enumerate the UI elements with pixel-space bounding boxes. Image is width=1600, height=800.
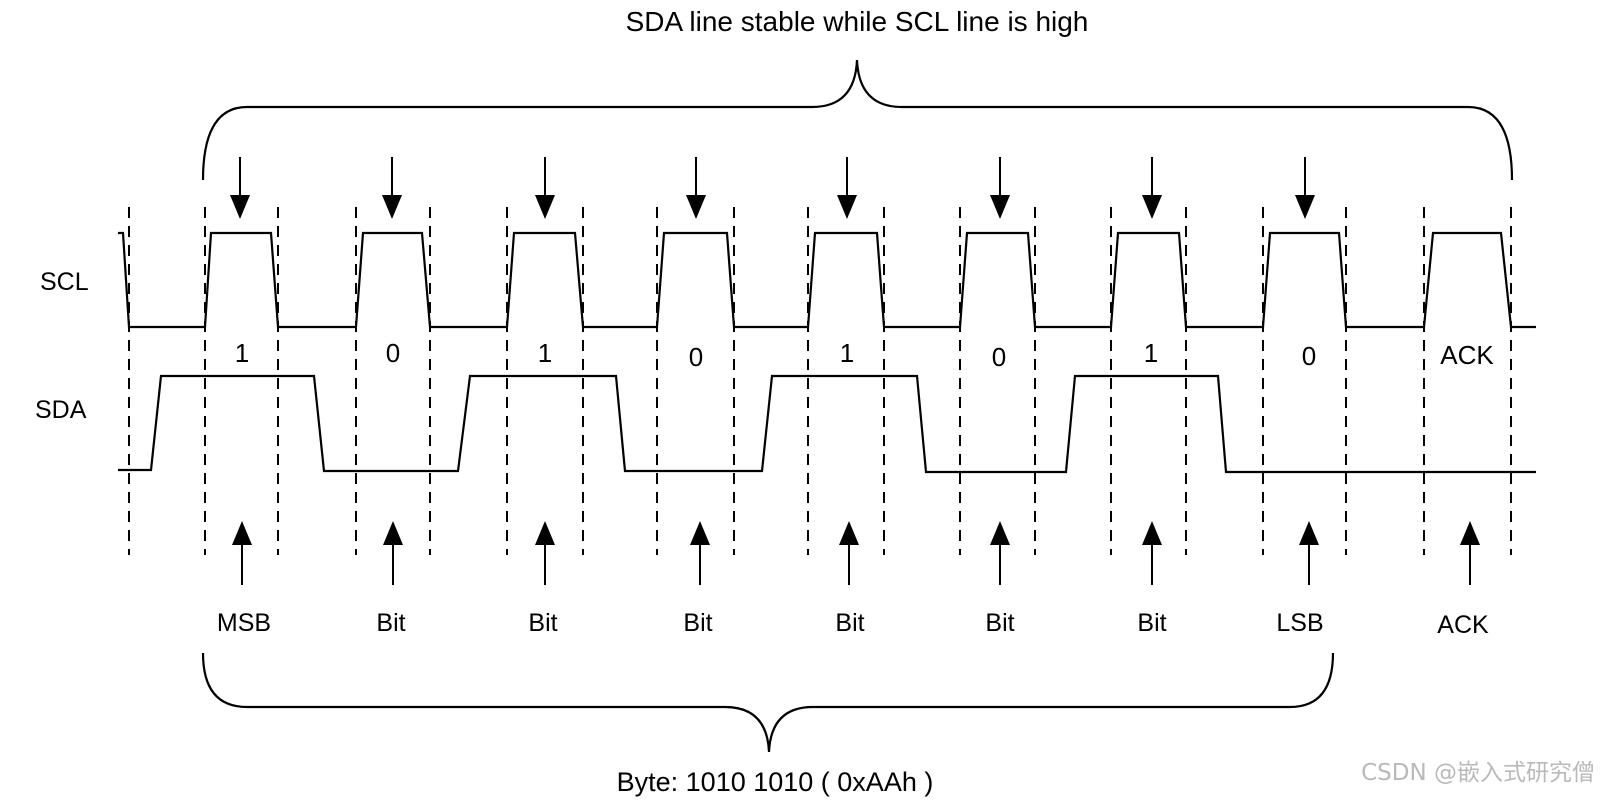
up-arrow	[383, 521, 403, 585]
sda-label: SDA	[35, 396, 87, 424]
up-arrow	[1299, 521, 1319, 585]
arrow-head	[839, 521, 859, 545]
down-arrow	[382, 157, 402, 219]
bit-value: 1	[235, 338, 249, 368]
msb-label: MSB	[217, 609, 271, 637]
down-arrow	[230, 157, 250, 219]
arrow-head	[837, 195, 857, 219]
bit-label: Bit	[528, 609, 557, 637]
arrow-head	[686, 195, 706, 219]
bit-value: 0	[1302, 341, 1316, 371]
bit-label: Bit	[683, 609, 712, 637]
bit-value: 0	[689, 342, 703, 372]
arrow-head	[990, 195, 1010, 219]
bit-label: Bit	[376, 609, 405, 637]
arrow-head	[383, 521, 403, 545]
arrow-head	[1142, 195, 1162, 219]
arrow-head	[1460, 521, 1480, 545]
byte-caption: Byte: 1010 1010 ( 0xAAh )	[617, 767, 934, 797]
bit-names: MSB Bit Bit Bit Bit Bit Bit LSB ACK	[217, 609, 1489, 639]
down-arrow	[535, 157, 555, 219]
bit-value: 1	[840, 338, 854, 368]
up-arrow	[690, 521, 710, 585]
top-caption: SDA line stable while SCL line is high	[626, 6, 1089, 37]
up-arrow	[839, 521, 859, 585]
scl-waveform	[118, 231, 1536, 329]
bit-label: Bit	[835, 609, 864, 637]
bit-values: 1 0 1 0 1 0 1 0 ACK	[235, 338, 1495, 372]
arrow-head	[1299, 521, 1319, 545]
arrow-head	[990, 521, 1010, 545]
timing-guides	[128, 207, 1512, 555]
bit-label: Bit	[985, 609, 1014, 637]
bottom-brace	[201, 652, 1335, 753]
up-arrow	[535, 521, 555, 585]
up-arrow	[1460, 521, 1480, 585]
arrow-head	[535, 195, 555, 219]
bit-value: 1	[538, 338, 552, 368]
sample-down-arrows	[230, 157, 1315, 219]
arrow-head	[1295, 195, 1315, 219]
down-arrow	[1142, 157, 1162, 219]
down-arrow	[686, 157, 706, 219]
ack-value: ACK	[1440, 340, 1494, 370]
bit-value: 1	[1144, 338, 1158, 368]
ack-label: ACK	[1437, 611, 1489, 639]
up-arrow	[990, 521, 1010, 585]
up-arrow	[1142, 521, 1162, 585]
bit-value: 0	[992, 342, 1006, 372]
watermark: CSDN @嵌入式研究僧	[1361, 760, 1595, 786]
down-arrow	[1295, 157, 1315, 219]
scl-label: SCL	[40, 268, 89, 296]
top-brace	[201, 59, 1514, 181]
arrow-head	[1142, 521, 1162, 545]
bit-up-arrows	[232, 521, 1480, 585]
down-arrow	[990, 157, 1010, 219]
arrow-head	[690, 521, 710, 545]
arrow-head	[382, 195, 402, 219]
lsb-label: LSB	[1276, 609, 1323, 637]
bit-value: 0	[386, 338, 400, 368]
arrow-head	[230, 195, 250, 219]
up-arrow	[232, 521, 252, 585]
bit-label: Bit	[1137, 609, 1166, 637]
arrow-head	[535, 521, 555, 545]
sda-waveform	[118, 374, 1536, 474]
arrow-head	[232, 521, 252, 545]
down-arrow	[837, 157, 857, 219]
